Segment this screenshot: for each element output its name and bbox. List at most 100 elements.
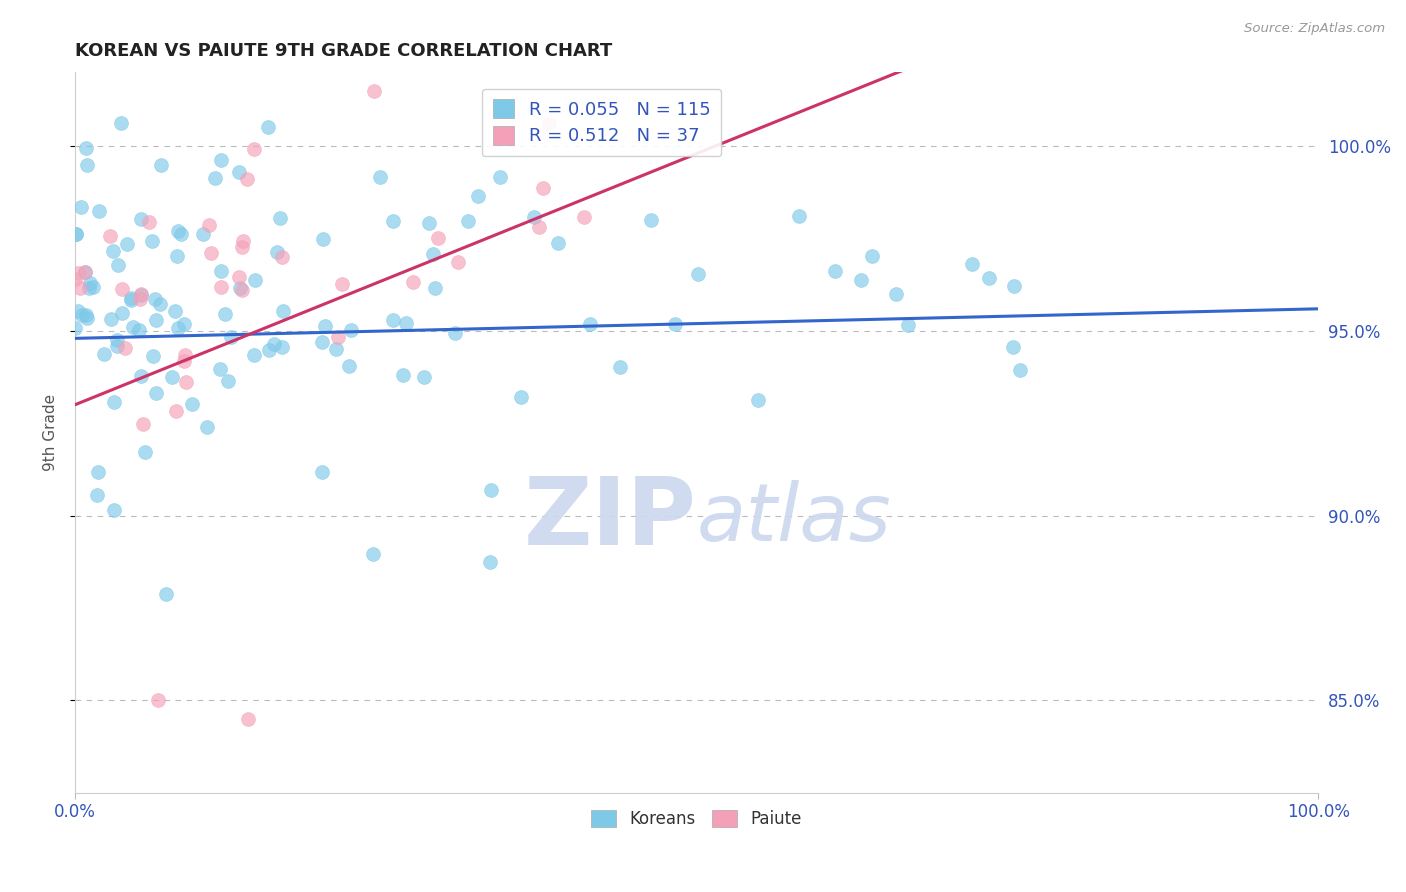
Point [337,359,360,374]
Text: ZIP: ZIP [523,473,696,565]
Point [1008,363,1031,377]
Point [422,247,444,261]
Point [173,317,195,331]
Point [107,259,129,273]
Point [979,270,1001,285]
Point [217,374,239,388]
Text: Source: ZipAtlas.com: Source: ZipAtlas.com [1244,22,1385,36]
Point [211,264,233,278]
Point [114,342,136,356]
Point [200,245,222,260]
Point [392,368,415,382]
Point [271,250,294,264]
Point [425,281,447,295]
Point [105,333,128,347]
Point [787,209,810,223]
Point [67,303,90,318]
Legend: Koreans, Paiute: Koreans, Paiute [585,803,808,835]
Point [82,279,104,293]
Point [231,240,253,254]
Point [155,587,177,601]
Point [523,210,546,224]
Point [111,282,134,296]
Point [142,349,165,363]
Point [145,386,167,401]
Point [609,359,631,374]
Point [89,204,111,219]
Point [120,291,142,305]
Point [395,316,418,330]
Point [1001,340,1024,354]
Point [382,312,405,326]
Point [219,330,242,344]
Point [76,311,98,326]
Point [686,267,709,281]
Point [236,172,259,186]
Point [87,465,110,479]
Point [129,212,152,227]
Point [824,264,846,278]
Point [86,488,108,502]
Point [266,245,288,260]
Point [418,216,440,230]
Point [263,337,285,351]
Point [128,323,150,337]
Point [73,265,96,279]
Point [402,275,425,289]
Point [73,265,96,279]
Point [195,420,218,434]
Point [75,141,97,155]
Point [103,395,125,409]
Point [340,323,363,337]
Point [70,200,93,214]
Y-axis label: 9th Grade: 9th Grade [44,394,58,471]
Point [66,266,89,280]
Point [269,211,291,225]
Point [489,170,512,185]
Point [214,307,236,321]
Point [141,234,163,248]
Point [962,257,984,271]
Point [166,249,188,263]
Point [204,171,226,186]
Point [747,392,769,407]
Point [228,270,250,285]
Point [69,281,91,295]
Point [65,227,87,241]
Point [231,234,253,248]
Point [447,254,470,268]
Point [209,153,232,167]
Point [529,220,551,235]
Point [537,117,560,131]
Point [134,445,156,459]
Point [326,329,349,343]
Point [229,281,252,295]
Point [129,368,152,383]
Point [111,306,134,320]
Point [77,281,100,295]
Point [165,404,187,418]
Point [531,181,554,195]
Point [209,361,232,376]
Point [197,219,219,233]
Point [238,712,260,726]
Point [231,283,253,297]
Point [100,312,122,326]
Point [444,326,467,340]
Point [131,417,153,432]
Point [181,396,204,410]
Point [101,244,124,259]
Point [572,210,595,224]
Point [426,231,449,245]
Point [312,232,335,246]
Point [510,390,533,404]
Point [138,215,160,229]
Point [120,293,142,308]
Point [65,227,87,241]
Point [860,249,883,263]
Point [325,342,347,356]
Point [174,375,197,389]
Point [479,483,502,498]
Point [93,346,115,360]
Point [146,693,169,707]
